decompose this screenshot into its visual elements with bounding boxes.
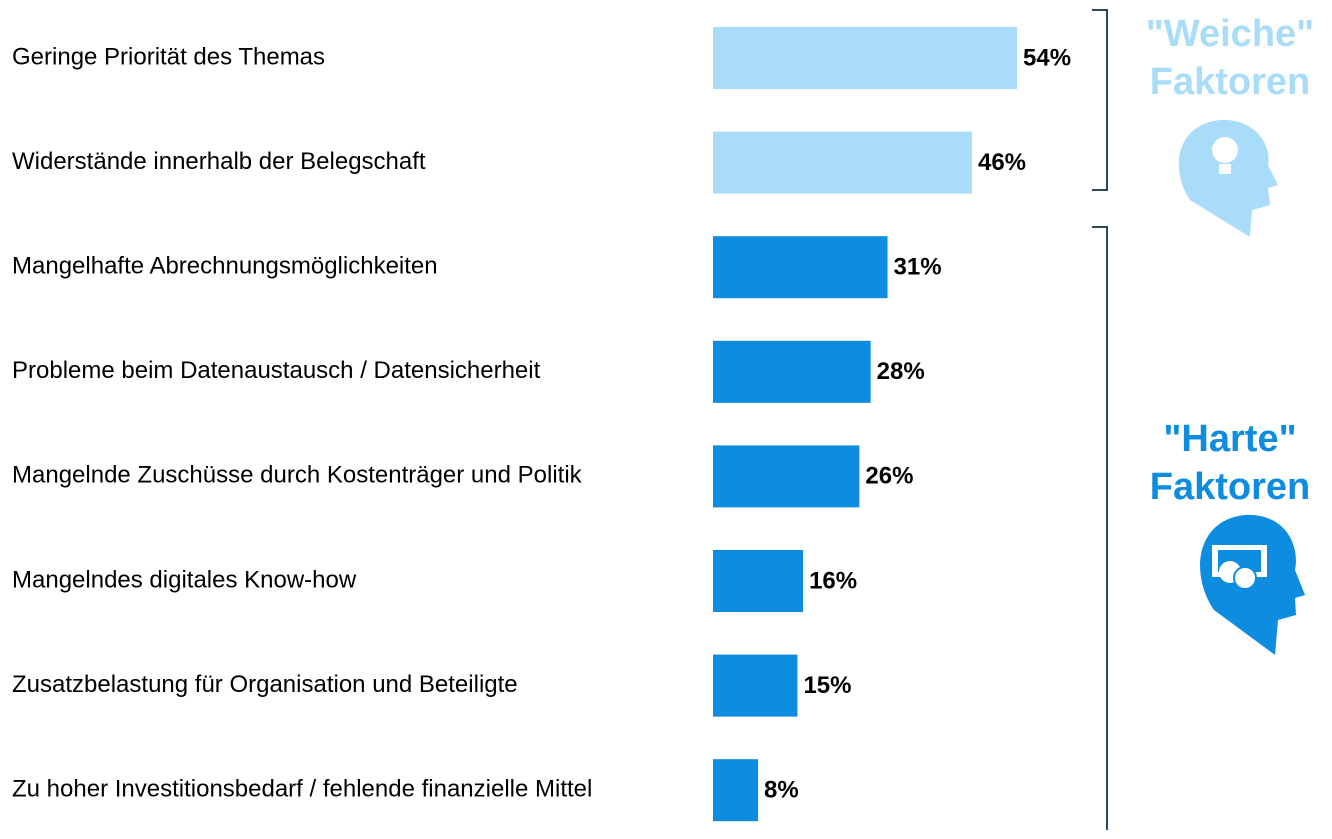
head-icon	[1178, 119, 1278, 237]
value-label: 26%	[865, 463, 913, 490]
category-label: Mangelndes digitales Know-how	[12, 566, 357, 593]
value-label: 31%	[894, 254, 942, 281]
value-label: 54%	[1023, 44, 1071, 71]
value-label: 8%	[764, 777, 799, 804]
bar	[713, 550, 804, 612]
bar	[713, 759, 759, 822]
value-label: 15%	[803, 672, 851, 699]
category-label: Zu hoher Investitionsbedarf / fehlende f…	[12, 776, 592, 803]
group-label: "Weiche" Faktoren	[1145, 13, 1315, 103]
head-icon	[1200, 514, 1305, 655]
bar	[713, 236, 888, 299]
bar	[713, 654, 798, 717]
category-label: Mangelhafte Abrechnungsmöglichkeiten	[12, 253, 438, 280]
value-label: 28%	[877, 358, 925, 385]
category-label: Widerstände innerhalb der Belegschaft	[12, 148, 426, 175]
category-label: Probleme beim Datenaustausch / Datensich…	[12, 357, 541, 384]
group-label: "Harte" Faktoren	[1149, 418, 1311, 508]
category-label: Mangelnde Zuschüsse durch Kostenträger u…	[12, 462, 583, 489]
category-label: Zusatzbelastung für Organisation und Bet…	[12, 671, 518, 698]
bar	[713, 27, 1018, 89]
bar	[713, 340, 871, 403]
bracket	[1092, 226, 1108, 830]
category-label: Geringe Priorität des Themas	[12, 43, 325, 70]
bar	[713, 131, 972, 194]
value-label: 16%	[809, 567, 857, 594]
value-label: 46%	[978, 149, 1026, 176]
bracket	[1092, 9, 1108, 191]
bar	[713, 445, 860, 508]
